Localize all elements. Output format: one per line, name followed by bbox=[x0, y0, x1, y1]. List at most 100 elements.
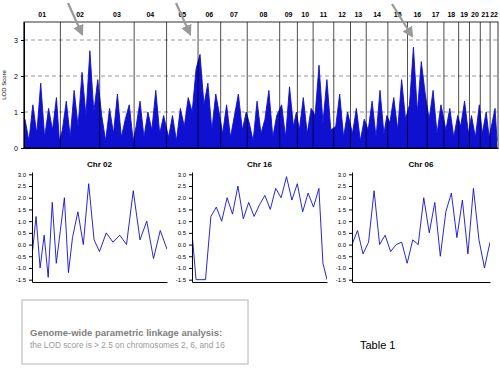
y-tick: 1.0 bbox=[18, 219, 32, 225]
y-axis: 0123 bbox=[14, 23, 24, 152]
y-tick: 0.5 bbox=[18, 230, 32, 236]
y-tick-label: -1.5 bbox=[16, 277, 27, 283]
y-tick-label: 0.0 bbox=[338, 242, 347, 248]
y-tick: 3.0 bbox=[338, 172, 352, 178]
y-tick-label: 0.0 bbox=[18, 242, 27, 248]
x-axis bbox=[33, 282, 168, 283]
chromosome-label: 19 bbox=[460, 11, 468, 18]
figure-label: Table 1 bbox=[360, 339, 395, 351]
y-tick-mark bbox=[29, 198, 32, 199]
x-axis-line bbox=[33, 282, 168, 283]
panel: 0102030405060708091011121314151617181920… bbox=[1, 11, 499, 152]
y-tick: 2.0 bbox=[178, 195, 192, 201]
y-tick-label: 1.5 bbox=[18, 207, 27, 213]
y-tick-label: 1.0 bbox=[338, 219, 347, 225]
y-tick-mark bbox=[349, 256, 352, 257]
chromosome-label: 16 bbox=[413, 11, 421, 18]
y-tick-label: 2.0 bbox=[178, 195, 187, 201]
chromosome-boundary bbox=[458, 22, 459, 148]
chromosome-boundary bbox=[279, 22, 280, 148]
chromosome-label: 09 bbox=[285, 11, 293, 18]
chromosome-boundary bbox=[333, 22, 334, 148]
y-tick-mark bbox=[21, 148, 24, 149]
chromosome-boundary bbox=[469, 22, 470, 148]
y-tick: 2.0 bbox=[18, 195, 32, 201]
chromosome-boundary bbox=[247, 22, 248, 148]
y-tick-mark bbox=[349, 209, 352, 210]
y-tick-label: -1.0 bbox=[176, 265, 187, 271]
y-tick-mark bbox=[189, 233, 192, 234]
chromosome-label: 12 bbox=[338, 11, 346, 18]
panel: -1.5-1.0-0.50.00.51.01.52.02.53.0Chr 02 bbox=[16, 160, 168, 283]
y-tick-label: 2 bbox=[14, 73, 18, 80]
y-tick-label: 3.0 bbox=[18, 172, 27, 178]
y-tick-mark bbox=[189, 198, 192, 199]
chromosome-boundary bbox=[490, 22, 491, 148]
y-axis-title: LOD Score bbox=[1, 70, 7, 100]
y-axis-line bbox=[192, 173, 193, 283]
x-axis bbox=[25, 148, 499, 149]
chromosome-boundary bbox=[99, 22, 100, 148]
y-tick-label: -0.5 bbox=[176, 254, 187, 260]
y-tick: 0.0 bbox=[338, 242, 352, 248]
figure: 0102030405060708091011121314151617181920… bbox=[0, 0, 500, 375]
y-tick: 1.0 bbox=[338, 219, 352, 225]
y-tick-mark bbox=[29, 256, 32, 257]
x-axis-line bbox=[25, 148, 499, 149]
y-tick-mark bbox=[29, 280, 32, 281]
chromosome-label: 02 bbox=[76, 11, 84, 18]
y-tick: -0.5 bbox=[336, 254, 352, 260]
lod-line bbox=[192, 177, 327, 280]
y-tick: -0.5 bbox=[16, 254, 32, 260]
chromosome-boundary bbox=[297, 22, 298, 148]
y-tick-mark bbox=[29, 245, 32, 246]
chromosome-label: 20 bbox=[471, 11, 479, 18]
y-tick-mark bbox=[29, 233, 32, 234]
x-axis-line bbox=[193, 282, 328, 283]
y-tick: 2.5 bbox=[178, 183, 192, 189]
y-tick-label: 2.0 bbox=[18, 195, 27, 201]
chromosome-boundary bbox=[166, 22, 167, 148]
y-axis: -1.5-1.0-0.50.00.51.01.52.02.53.0 bbox=[336, 172, 353, 283]
chromosome-boundary bbox=[60, 22, 61, 148]
chromosome-boundary bbox=[366, 22, 367, 148]
y-tick: 3 bbox=[14, 37, 24, 44]
y-axis: -1.5 -1.0 -0.5 0.0 0.5 1.0 1.5 2.0 2.5 3.0 bbox=[16, 172, 33, 283]
y-tick: 0.0 bbox=[18, 242, 32, 248]
y-tick: 2.5 bbox=[338, 183, 352, 189]
y-tick-mark bbox=[21, 40, 24, 41]
y-tick-mark bbox=[349, 221, 352, 222]
y-tick: -1.5 bbox=[336, 277, 352, 283]
arrow bbox=[176, 3, 190, 34]
y-tick: -1.0 bbox=[16, 265, 32, 271]
y-tick-label: 3.0 bbox=[178, 172, 187, 178]
chromosome-label: 03 bbox=[113, 11, 121, 18]
caption-title: Genome-wide parametric linkage analysis: bbox=[30, 327, 222, 338]
y-tick-mark bbox=[349, 268, 352, 269]
chromosome-label: 18 bbox=[447, 11, 455, 18]
chromosome-label: 11 bbox=[320, 11, 328, 18]
y-tick-label: 0.0 bbox=[178, 242, 187, 248]
y-tick: 2.0 bbox=[338, 195, 352, 201]
x-axis-line bbox=[353, 282, 491, 283]
lod-area bbox=[25, 47, 497, 148]
chromosome-boundary bbox=[350, 22, 351, 148]
y-tick-mark bbox=[189, 256, 192, 257]
y-tick: 1.5 bbox=[178, 207, 192, 213]
y-tick-label: 0.5 bbox=[18, 230, 27, 236]
chromosome-boundary bbox=[313, 22, 314, 148]
y-tick: 3.0 bbox=[18, 172, 32, 178]
y-tick-label: -0.5 bbox=[16, 254, 27, 260]
chromosome-label: 22 bbox=[490, 11, 498, 18]
y-tick-mark bbox=[189, 268, 192, 269]
y-tick-label: 2.5 bbox=[18, 183, 27, 189]
y-tick-mark bbox=[189, 209, 192, 210]
y-tick-mark bbox=[29, 268, 32, 269]
y-tick-mark bbox=[29, 174, 32, 175]
y-tick: 1.5 bbox=[18, 207, 32, 213]
y-tick: 0.0 bbox=[178, 242, 192, 248]
caption-box bbox=[22, 300, 248, 364]
y-axis-line bbox=[352, 173, 353, 283]
y-tick: 2.5 bbox=[18, 183, 32, 189]
chromosome-label: 08 bbox=[260, 11, 268, 18]
